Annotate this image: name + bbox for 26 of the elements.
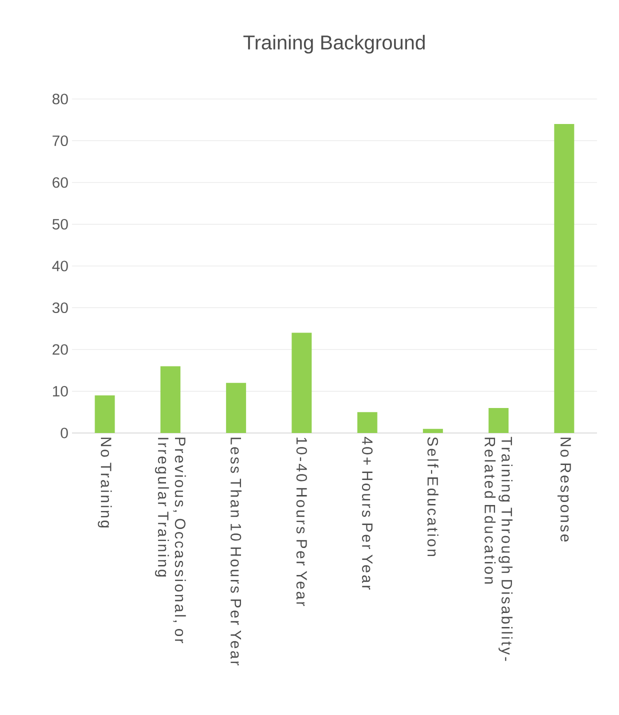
- x-tick-label: Less Than 10 Hours Per Year: [230, 438, 242, 666]
- bar: [94, 395, 115, 433]
- bar: [357, 412, 378, 433]
- y-tick-label: 10: [53, 386, 68, 397]
- bar: [292, 332, 312, 433]
- y-tick-label: 20: [52, 344, 68, 355]
- y-tick-label: 60: [52, 177, 68, 188]
- x-tick-label: Previous, Occassional, or Irregular Training: [155, 438, 186, 644]
- y-tick-label: 0: [60, 428, 68, 438]
- x-tick-label: Self-Education: [427, 437, 438, 556]
- y-tick-label: 70: [52, 135, 68, 146]
- y-tick-label: 40: [52, 260, 68, 272]
- chart-title: Training Background: [243, 34, 425, 54]
- x-tick-label: 10-40 Hours Per Year: [296, 438, 307, 606]
- y-tick-label: 80: [52, 94, 68, 104]
- bar: [488, 408, 509, 433]
- x-tick-label: Training Through Disability-Related Education: [484, 436, 513, 661]
- bar: [226, 382, 246, 433]
- bar: [422, 428, 443, 433]
- bar: [554, 124, 574, 433]
- y-tick-label: 30: [52, 302, 68, 314]
- x-tick-label: 40+ Hours Per Year: [362, 436, 373, 590]
- x-tick-label: No Training: [98, 438, 112, 528]
- bar: [160, 366, 180, 433]
- y-tick-label: 50: [52, 218, 68, 230]
- x-tick-label: No Response: [558, 438, 571, 542]
